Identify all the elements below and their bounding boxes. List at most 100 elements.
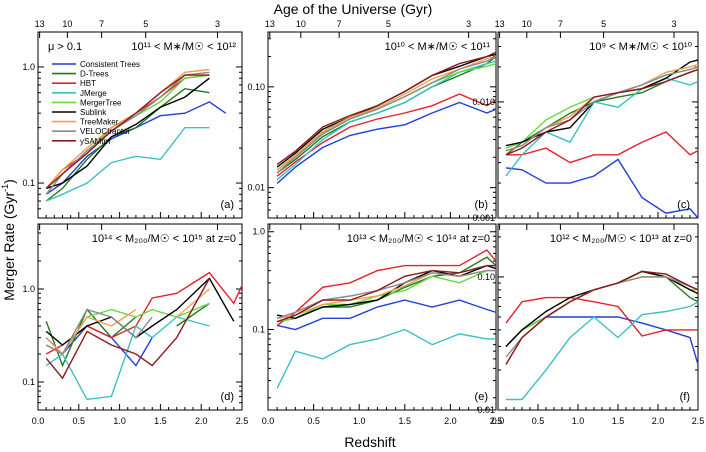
series-line bbox=[276, 264, 496, 323]
panel-title: 10¹⁰ < M∗/M☉ < 10¹¹ bbox=[385, 41, 491, 53]
top-tick-label: 5 bbox=[143, 19, 148, 29]
panel-title: 10⁹ < M∗/M☉ < 10¹⁰ bbox=[589, 41, 692, 53]
panel-title: 10¹² < M₂₀₀/M☉ < 10¹³ at z=0 bbox=[550, 233, 692, 245]
y-tick-label: 1.0 bbox=[22, 62, 35, 72]
figure-left-label-main: Merger Rate (Gyr bbox=[1, 192, 17, 301]
panel-frame bbox=[37, 223, 243, 411]
panel-title: 10¹¹ < M∗/M☉ < 10¹² bbox=[131, 41, 236, 53]
top-tick-label: 13 bbox=[495, 19, 505, 29]
series-line bbox=[45, 77, 210, 190]
legend: μ > 0.1 Consistent TreesD-TreesHBTJMergeM… bbox=[48, 41, 140, 146]
chart-panel: 13 10 7 5 3 0.01 0.10 10¹⁰ < M∗/M☉ < 10¹¹ (b) bbox=[247, 19, 497, 219]
series-line bbox=[276, 101, 497, 185]
panel-letter: (e) bbox=[475, 391, 488, 403]
series-line bbox=[276, 328, 496, 389]
legend-label: Sublink bbox=[80, 108, 107, 117]
x-tick-label: 0.0 bbox=[492, 416, 505, 426]
series-line bbox=[506, 131, 699, 164]
series-line bbox=[176, 288, 210, 318]
x-tick-label: 0.0 bbox=[262, 416, 275, 426]
legend-label: D-Trees bbox=[80, 70, 109, 79]
x-tick-label: 1.0 bbox=[572, 416, 585, 426]
top-tick-label: 10 bbox=[296, 19, 306, 29]
chart-panel: 13 10 7 5 3 0.001 0.010 10⁹ < M∗/M☉ < 10¹⁰ (c) bbox=[472, 19, 699, 223]
legend-label: TreeMaker bbox=[80, 118, 119, 127]
legend-label: JMerge bbox=[80, 89, 107, 98]
y-tick-label: 0.01 bbox=[477, 405, 495, 415]
x-tick-label: 1.0 bbox=[353, 416, 366, 426]
panel-frame bbox=[497, 31, 699, 219]
top-tick-label: 3 bbox=[466, 19, 471, 29]
series-line bbox=[45, 308, 153, 355]
series-line bbox=[276, 93, 497, 177]
y-tick-label: 0.1 bbox=[22, 377, 35, 387]
x-tick-label: 0.5 bbox=[532, 416, 545, 426]
legend-item: ySAMtm bbox=[52, 137, 111, 146]
legend-item: JMerge bbox=[52, 89, 107, 98]
series-line bbox=[276, 269, 496, 323]
figure-left-label: Merger Rate (Gyr-1) bbox=[0, 179, 17, 301]
x-tick-label: 2.5 bbox=[490, 416, 503, 426]
legend-item: TreeMaker bbox=[52, 118, 119, 127]
x-tick-label: 1.5 bbox=[612, 416, 625, 426]
x-tick-label: 1.5 bbox=[399, 416, 412, 426]
top-tick-label: 5 bbox=[386, 19, 391, 29]
figure-top-label: Age of the Universe (Gyr) bbox=[274, 1, 433, 17]
series-line bbox=[505, 270, 699, 347]
top-tick-label: 5 bbox=[601, 19, 606, 29]
legend-item: D-Trees bbox=[52, 70, 109, 79]
top-tick-label: 10 bbox=[62, 19, 72, 29]
figure-left-label-sup: -1 bbox=[0, 184, 10, 192]
series-line bbox=[506, 301, 699, 401]
legend-condition: μ > 0.1 bbox=[48, 41, 82, 53]
panel-letter: (a) bbox=[221, 199, 234, 211]
chart-panel: 0.0 0.5 1.0 1.5 2.0 2.5 0.1 1.0 10¹³ < M₂₀₀/M☉ <… bbox=[252, 223, 503, 426]
top-tick-label: 3 bbox=[671, 19, 676, 29]
series-line bbox=[45, 68, 210, 189]
series-line bbox=[276, 55, 497, 174]
series-line bbox=[276, 55, 497, 171]
series-line bbox=[505, 158, 699, 219]
x-tick-label: 1.5 bbox=[154, 416, 167, 426]
top-tick-label: 7 bbox=[99, 19, 104, 29]
y-tick-label: 0.10 bbox=[247, 82, 265, 92]
top-tick-label: 13 bbox=[35, 19, 45, 29]
figure-bottom-label: Redshift bbox=[344, 434, 395, 450]
series-line bbox=[505, 66, 699, 152]
legend-item: VELOCIraptor bbox=[52, 127, 131, 136]
panel-letter: (f) bbox=[680, 391, 690, 403]
y-tick-label: 0.01 bbox=[247, 183, 265, 193]
series-line bbox=[276, 269, 496, 319]
panel-frame bbox=[37, 31, 243, 219]
y-tick-label: 0.010 bbox=[472, 97, 495, 107]
panel-frame bbox=[267, 31, 497, 219]
panel-title: 10¹⁴ < M₂₀₀/M☉ < 10¹⁵ at z=0 bbox=[92, 233, 236, 245]
figure-left-label-end: ) bbox=[1, 179, 17, 184]
y-tick-label: 0.1 bbox=[252, 324, 265, 334]
series-line bbox=[45, 74, 210, 189]
series-line bbox=[276, 299, 497, 331]
legend-label: HBT bbox=[80, 79, 96, 88]
series-line bbox=[176, 302, 210, 327]
top-tick-label: 7 bbox=[337, 19, 342, 29]
series-line bbox=[505, 270, 699, 347]
y-tick-label: 0.10 bbox=[477, 272, 495, 282]
legend-label: VELOCIraptor bbox=[80, 127, 131, 136]
y-tick-label: 0.1 bbox=[22, 178, 35, 188]
legend-item: Sublink bbox=[52, 108, 107, 117]
panel-letter: (c) bbox=[677, 199, 690, 211]
legend-label: ySAMtm bbox=[80, 137, 111, 146]
series-line bbox=[505, 68, 699, 156]
chart-panel: 13 10 7 5 3 0.1 1.0 10¹¹ < M∗/M☉ < 10¹² (a) bbox=[22, 19, 243, 219]
series-line bbox=[45, 309, 137, 356]
series-line bbox=[505, 63, 699, 152]
panel-title: 10¹³ < M₂₀₀/M☉ < 10¹⁴ at z=0 bbox=[347, 233, 490, 245]
x-tick-label: 0.0 bbox=[32, 416, 45, 426]
series-line bbox=[505, 296, 698, 337]
legend-item: MergerTree bbox=[52, 98, 122, 107]
x-tick-label: 2.5 bbox=[236, 416, 249, 426]
legend-label: Consistent Trees bbox=[80, 60, 140, 69]
x-tick-label: 0.5 bbox=[307, 416, 320, 426]
top-tick-label: 7 bbox=[558, 19, 563, 29]
